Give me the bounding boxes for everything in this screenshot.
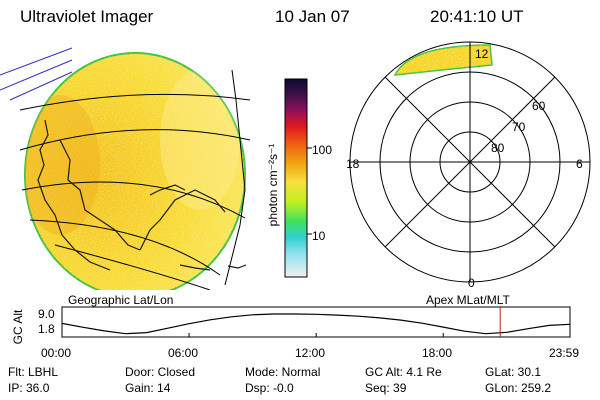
lat-label-80: 80 bbox=[491, 141, 505, 155]
lat-label-60: 60 bbox=[532, 99, 546, 113]
status-mode: Mode: Normal bbox=[245, 365, 321, 379]
lat-label-70: 70 bbox=[512, 120, 526, 134]
status-ip: IP: 36.0 bbox=[8, 381, 50, 395]
x-tick-0600: 06:00 bbox=[168, 346, 199, 360]
y-axis-label: GC Alt bbox=[11, 309, 25, 345]
mlt-label-12: 12 bbox=[475, 47, 489, 61]
x-tick-2359: 23:59 bbox=[549, 346, 580, 360]
colorbar bbox=[284, 78, 312, 278]
status-glat: GLat: 30.1 bbox=[485, 365, 542, 379]
date-label: 10 Jan 07 bbox=[275, 7, 350, 26]
mlt-label-18: 18 bbox=[346, 157, 360, 171]
instrument-title: Ultraviolet Imager bbox=[20, 7, 154, 26]
altitude-chart bbox=[61, 306, 571, 338]
time-label: 20:41:10 UT bbox=[430, 7, 524, 26]
y-tick-1-8: 1.8 bbox=[38, 322, 55, 336]
altitude-series-line bbox=[61, 313, 570, 335]
status-gain: Gain: 14 bbox=[125, 381, 171, 395]
status-door: Door: Closed bbox=[125, 365, 196, 379]
x-tick-1800: 18:00 bbox=[422, 346, 453, 360]
colorbar-scale bbox=[284, 78, 308, 278]
colorbar-tick-10: 10 bbox=[312, 229, 326, 243]
colorbar-unit: photon cm⁻²s⁻¹ bbox=[266, 143, 280, 227]
mlt-label-6: 6 bbox=[576, 157, 583, 171]
mlt-label-0: 0 bbox=[468, 276, 475, 290]
geographic-image bbox=[0, 47, 251, 290]
status-glon: GLon: 259.2 bbox=[485, 381, 552, 395]
status-flt: Flt: LBHL bbox=[8, 365, 59, 379]
status-dsp: Dsp: -0.0 bbox=[245, 381, 294, 395]
status-seq: Seq: 39 bbox=[365, 381, 407, 395]
polar-panel-label: Apex MLat/MLT bbox=[426, 293, 510, 307]
map-panel-label: Geographic Lat/Lon bbox=[68, 293, 174, 307]
x-tick-1200: 12:00 bbox=[295, 346, 326, 360]
x-tick-0000: 00:00 bbox=[41, 346, 72, 360]
status-gc-alt: GC Alt: 4.1 Re bbox=[365, 365, 442, 379]
y-tick-9: 9.0 bbox=[38, 307, 55, 321]
colorbar-tick-100: 100 bbox=[312, 143, 333, 157]
polar-plot: 12 18 6 0 60 70 80 bbox=[346, 41, 591, 290]
